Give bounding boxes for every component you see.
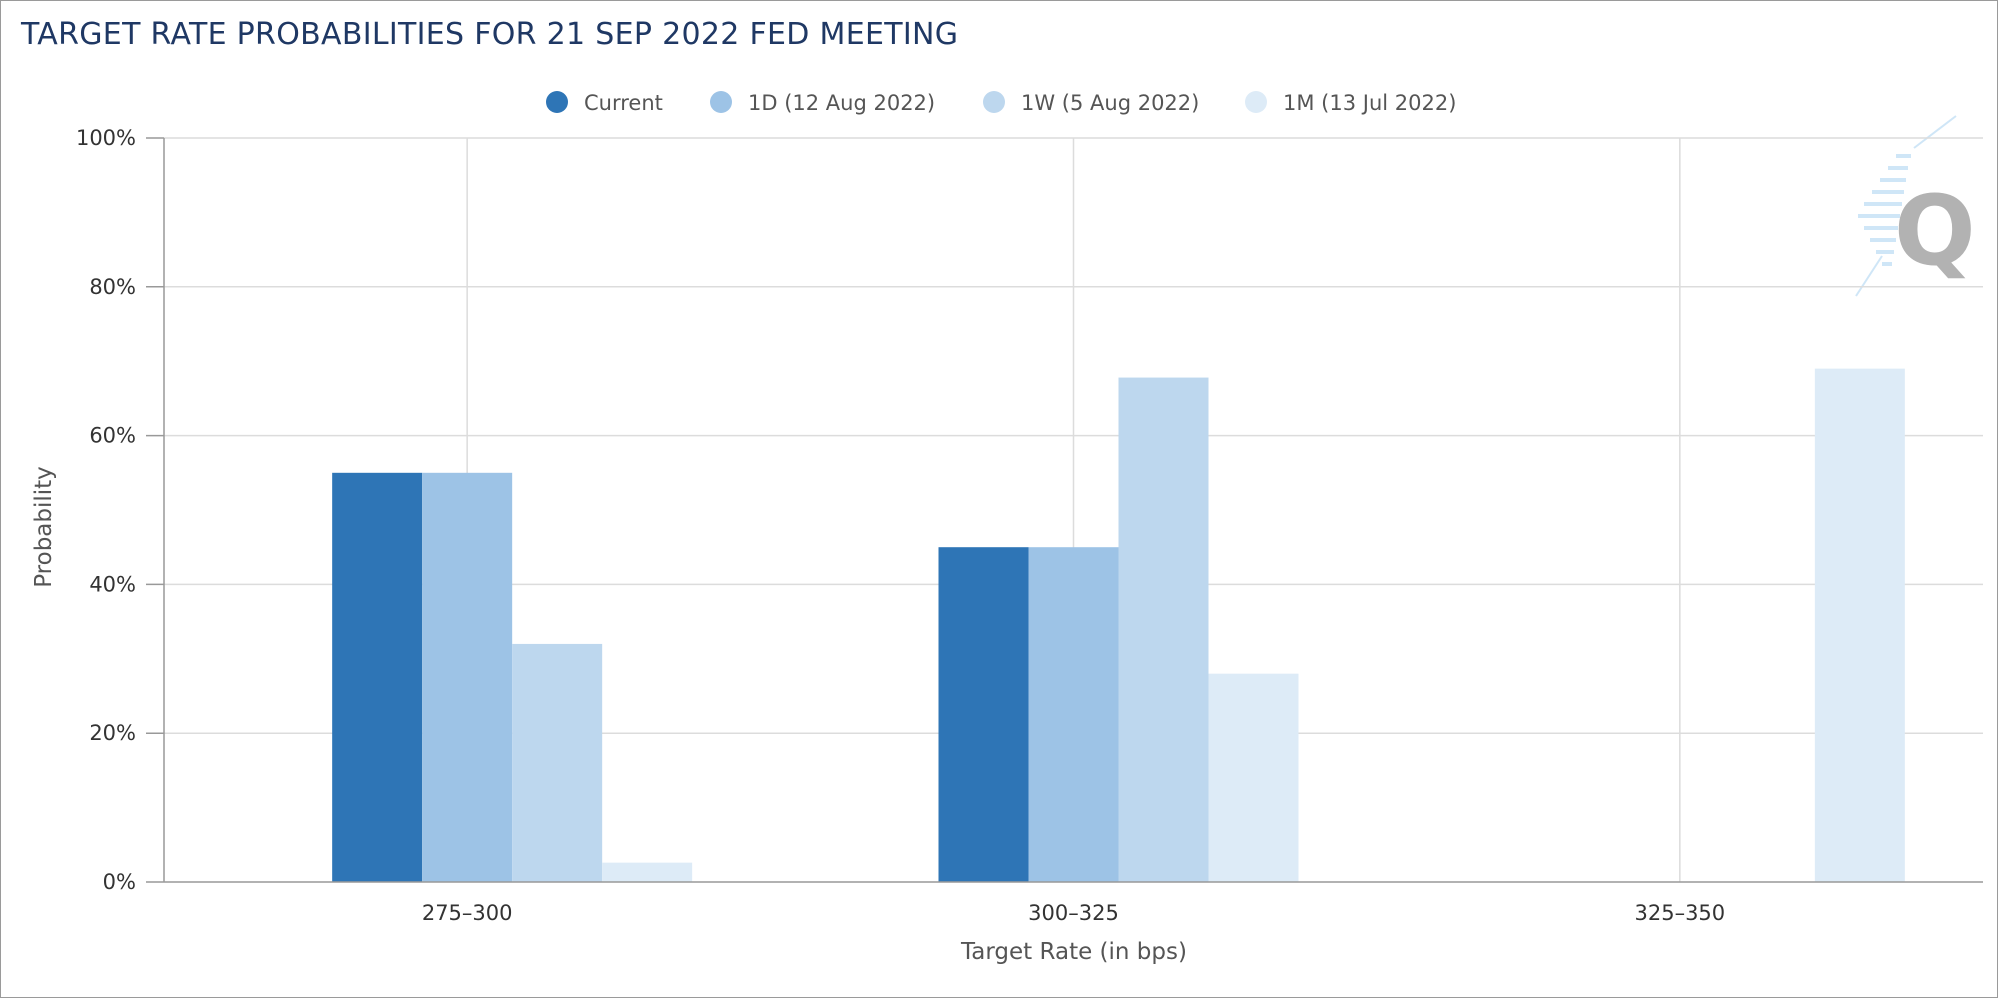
y-axis-title: Probability (31, 466, 57, 588)
chart-title: TARGET RATE PROBABILITIES FOR 21 SEP 202… (20, 17, 958, 52)
watermark-stripes (1855, 115, 1957, 297)
y-tick-label: 100% (76, 126, 136, 150)
legend-marker (710, 91, 732, 113)
x-axis-title: Target Rate (in bps) (960, 939, 1187, 965)
legend-item-1[interactable]: 1D (12 Aug 2022) (710, 91, 935, 115)
bar-275-300-series-0[interactable] (332, 472, 423, 882)
legend-marker (546, 91, 568, 113)
bar-325-350-series-3[interactable] (1814, 368, 1905, 882)
bar-300-325-series-0[interactable] (938, 547, 1029, 882)
axes: 0% 20% 40% 60% 80% 100% 275–300 300–325 325–350 (76, 126, 1983, 925)
legend-marker (983, 91, 1005, 113)
y-tick-label: 40% (89, 572, 136, 596)
legend-item-3[interactable]: 1M (13 Jul 2022) (1245, 91, 1456, 115)
bar-300-325-series-2[interactable] (1118, 377, 1209, 882)
watermark-letter: Q (1894, 175, 1976, 287)
x-tick-label: 325–350 (1634, 901, 1725, 925)
watermark-logo: Q (1855, 115, 1976, 297)
y-tick-label: 80% (89, 275, 136, 299)
y-tick-label: 60% (89, 424, 136, 448)
x-tick-label: 300–325 (1028, 901, 1119, 925)
legend-item-0[interactable]: Current (546, 91, 663, 115)
x-tick-label: 275–300 (422, 901, 513, 925)
legend-label: 1W (5 Aug 2022) (1021, 91, 1199, 115)
bar-275-300-series-1[interactable] (422, 472, 513, 882)
bars (332, 368, 1905, 882)
legend-item-2[interactable]: 1W (5 Aug 2022) (983, 91, 1199, 115)
bar-300-325-series-1[interactable] (1028, 547, 1119, 882)
legend-label: 1M (13 Jul 2022) (1283, 91, 1456, 115)
legend-marker (1245, 91, 1267, 113)
bar-275-300-series-2[interactable] (512, 643, 603, 882)
legend-label: Current (584, 91, 663, 115)
legend: Current 1D (12 Aug 2022) 1W (5 Aug 2022) 1M… (546, 91, 1456, 115)
y-tick-label: 20% (89, 721, 136, 745)
bar-275-300-series-3[interactable] (602, 862, 693, 882)
legend-label: 1D (12 Aug 2022) (748, 91, 935, 115)
y-tick-label: 0% (103, 870, 136, 894)
bar-300-325-series-3[interactable] (1208, 673, 1299, 882)
